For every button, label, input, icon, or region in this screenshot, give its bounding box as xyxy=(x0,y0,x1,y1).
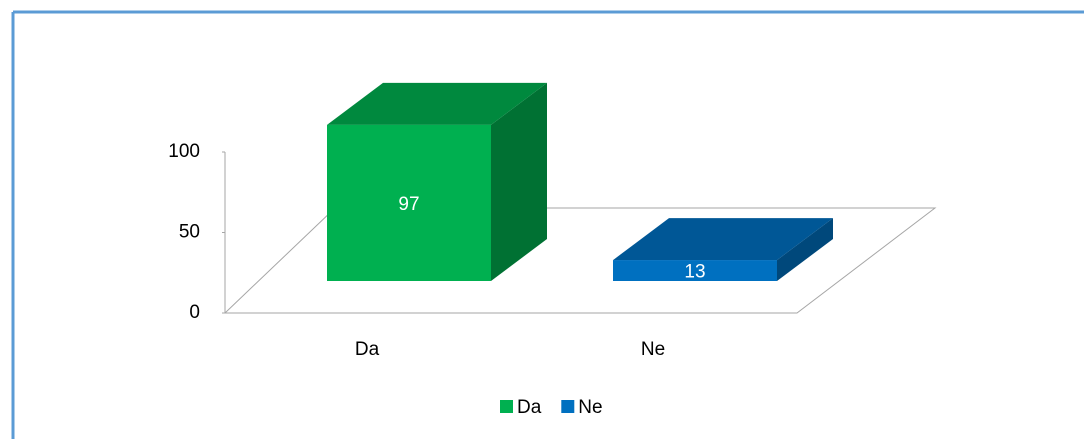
x-tick-label: Da xyxy=(355,339,380,360)
y-tick-label: 100 xyxy=(168,141,200,162)
bar-top xyxy=(327,82,547,125)
bar-side xyxy=(491,82,547,281)
y-tick-label: 0 xyxy=(189,302,200,323)
data-label: 13 xyxy=(684,262,705,283)
bar xyxy=(327,124,491,281)
bar-side xyxy=(777,218,833,281)
y-tick-label: 50 xyxy=(179,222,200,243)
legend-label: Da xyxy=(517,397,542,418)
data-label: 97 xyxy=(398,194,419,215)
x-tick-label: Ne xyxy=(641,339,665,360)
bar-top xyxy=(613,218,833,261)
bar xyxy=(613,260,777,281)
floor xyxy=(223,207,937,314)
legend-swatch xyxy=(561,400,575,413)
legend-label: Ne xyxy=(578,397,602,418)
legend-swatch xyxy=(500,400,513,413)
